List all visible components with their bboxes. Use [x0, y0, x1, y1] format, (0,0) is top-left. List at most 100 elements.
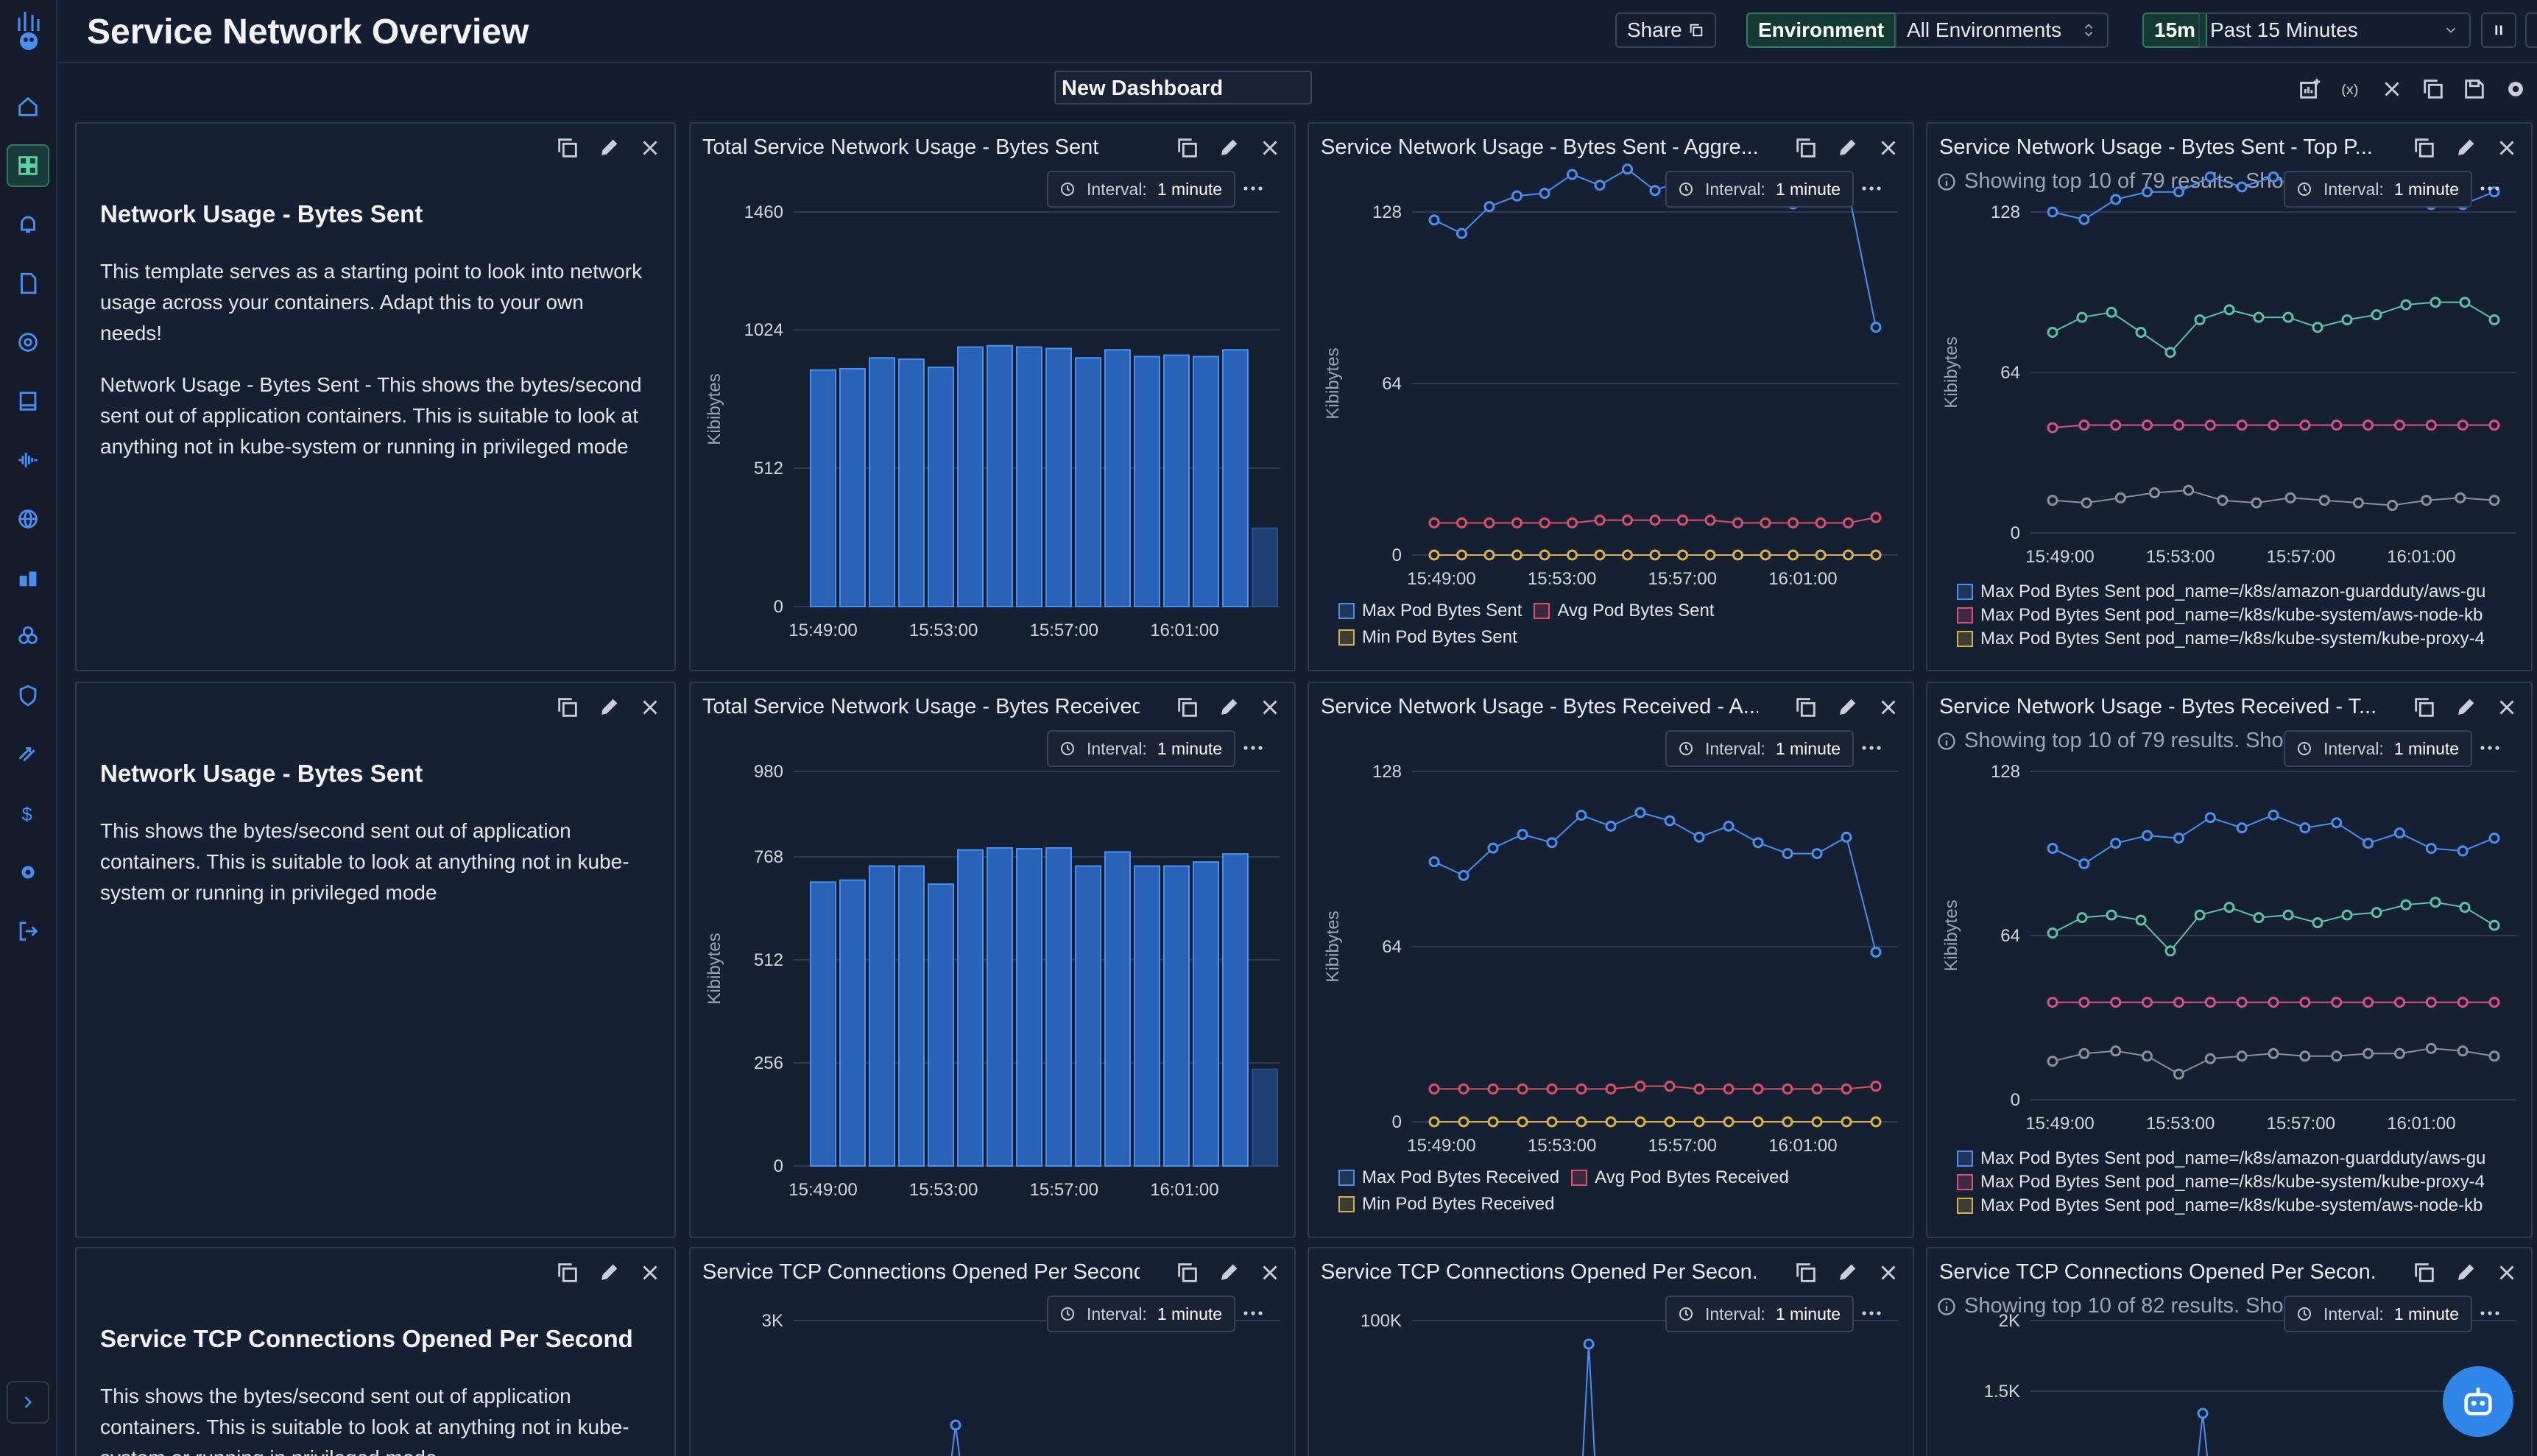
data-point[interactable] [2173, 833, 2184, 844]
data-point[interactable] [2110, 997, 2122, 1008]
copy-icon[interactable] [1175, 135, 1200, 160]
data-point[interactable] [2047, 927, 2058, 939]
bar[interactable] [957, 849, 984, 1167]
data-point[interactable] [1458, 1083, 1469, 1095]
data-point[interactable] [2268, 809, 2279, 821]
data-point[interactable] [2488, 1050, 2500, 1062]
edit-pencil-icon[interactable] [596, 1260, 621, 1285]
data-point[interactable] [1517, 1116, 1528, 1128]
data-point[interactable] [1788, 517, 1799, 529]
data-point[interactable] [2331, 817, 2343, 829]
edit-pencil-icon[interactable] [2453, 695, 2478, 720]
bar[interactable] [1134, 865, 1160, 1167]
network-globe-icon[interactable] [7, 498, 49, 540]
data-point[interactable] [1517, 829, 1528, 841]
edit-pencil-icon[interactable] [596, 695, 621, 720]
data-point[interactable] [2430, 297, 2441, 308]
data-point[interactable] [1870, 512, 1882, 523]
data-point[interactable] [2047, 206, 2058, 218]
edit-pencil-icon[interactable] [1216, 695, 1241, 720]
data-point[interactable] [2078, 420, 2090, 431]
data-point[interactable] [1622, 515, 1633, 526]
data-point[interactable] [1649, 549, 1661, 561]
data-point[interactable] [1511, 549, 1522, 561]
data-point[interactable] [1622, 549, 1633, 561]
alerts-bell-icon[interactable] [7, 203, 49, 246]
data-point[interactable] [1704, 515, 1716, 526]
bar[interactable] [1045, 347, 1072, 607]
data-point[interactable] [2312, 322, 2323, 333]
data-point[interactable] [2363, 997, 2374, 1008]
legend-item[interactable]: Max Pod Bytes Received [1338, 1166, 1559, 1190]
data-point[interactable] [1546, 1116, 1558, 1128]
bar[interactable] [957, 346, 984, 607]
bar[interactable] [1134, 356, 1160, 607]
settings-gear-icon[interactable] [2503, 77, 2528, 102]
data-point[interactable] [2078, 1047, 2090, 1059]
data-point[interactable] [2341, 909, 2353, 921]
copy-icon[interactable] [555, 1260, 580, 1285]
data-point[interactable] [2387, 500, 2399, 512]
expand-nav-chevron-icon[interactable] [7, 1381, 49, 1424]
copy-icon[interactable] [2412, 1260, 2437, 1285]
data-point[interactable] [2457, 420, 2469, 431]
data-point[interactable] [1428, 1116, 1440, 1128]
data-point[interactable] [2148, 487, 2160, 498]
legend-item[interactable]: Max Pod Bytes Sent pod_name=/k8s/amazon-… [1957, 580, 2508, 604]
data-point[interactable] [2488, 495, 2500, 506]
data-point[interactable] [1539, 517, 1550, 529]
edit-pencil-icon[interactable] [1835, 1260, 1860, 1285]
data-point[interactable] [1634, 1116, 1646, 1128]
data-point[interactable] [1732, 549, 1743, 561]
data-point[interactable] [2488, 997, 2500, 1008]
add-panel-icon[interactable] [2297, 77, 2322, 102]
bar[interactable] [1016, 848, 1042, 1167]
data-point[interactable] [1539, 549, 1550, 561]
bar[interactable] [987, 344, 1013, 607]
data-point[interactable] [2312, 917, 2323, 929]
data-point[interactable] [1483, 549, 1495, 561]
bar[interactable] [928, 883, 954, 1167]
bar[interactable] [1045, 847, 1072, 1167]
data-point[interactable] [2299, 420, 2311, 431]
data-point[interactable] [2204, 997, 2216, 1008]
legend-item[interactable]: Max Pod Bytes Sent pod_name=/k8s/kube-sy… [1957, 1194, 2508, 1218]
data-point[interactable] [2299, 822, 2311, 834]
data-point[interactable] [2164, 347, 2176, 358]
data-point[interactable] [1428, 214, 1440, 226]
data-point[interactable] [2223, 304, 2235, 316]
integrations-icon[interactable] [7, 733, 49, 776]
legend-item[interactable]: Max Pod Bytes Sent pod_name=/k8s/kube-sy… [1957, 1170, 2508, 1194]
data-point[interactable] [1594, 515, 1606, 526]
bar[interactable] [898, 865, 925, 1167]
bar[interactable] [1193, 861, 1219, 1167]
data-point[interactable] [1511, 190, 1522, 202]
environment-select[interactable]: All Environments [1895, 13, 2109, 48]
close-icon[interactable] [2494, 695, 2519, 720]
legend-item[interactable]: Max Pod Bytes Sent pod_name=/k8s/kube-sy… [1957, 604, 2508, 627]
data-point[interactable] [2183, 484, 2195, 496]
save-icon[interactable] [2462, 77, 2487, 102]
bar[interactable] [1252, 527, 1278, 607]
data-point[interactable] [2253, 311, 2265, 323]
more-options-icon[interactable] [2475, 175, 2505, 202]
data-point[interactable] [1870, 1081, 1882, 1092]
more-options-icon[interactable] [1238, 175, 1268, 202]
bar[interactable] [869, 865, 895, 1167]
data-point[interactable] [2371, 907, 2382, 919]
data-point[interactable] [1782, 848, 1793, 860]
data-point[interactable] [2457, 997, 2469, 1008]
data-point[interactable] [2173, 420, 2184, 431]
copy-icon[interactable] [1793, 135, 1818, 160]
data-point[interactable] [2047, 422, 2058, 434]
data-point[interactable] [1546, 837, 1558, 849]
data-point[interactable] [1704, 549, 1716, 561]
data-point[interactable] [1677, 549, 1688, 561]
data-point[interactable] [2047, 495, 2058, 506]
close-icon[interactable] [2494, 1260, 2519, 1285]
data-point[interactable] [1870, 1116, 1882, 1128]
duplicate-icon[interactable] [2421, 77, 2446, 102]
copy-icon[interactable] [1175, 1260, 1200, 1285]
data-point[interactable] [2299, 997, 2311, 1008]
interval-badge[interactable]: Interval: 1 minute [2284, 1296, 2473, 1332]
